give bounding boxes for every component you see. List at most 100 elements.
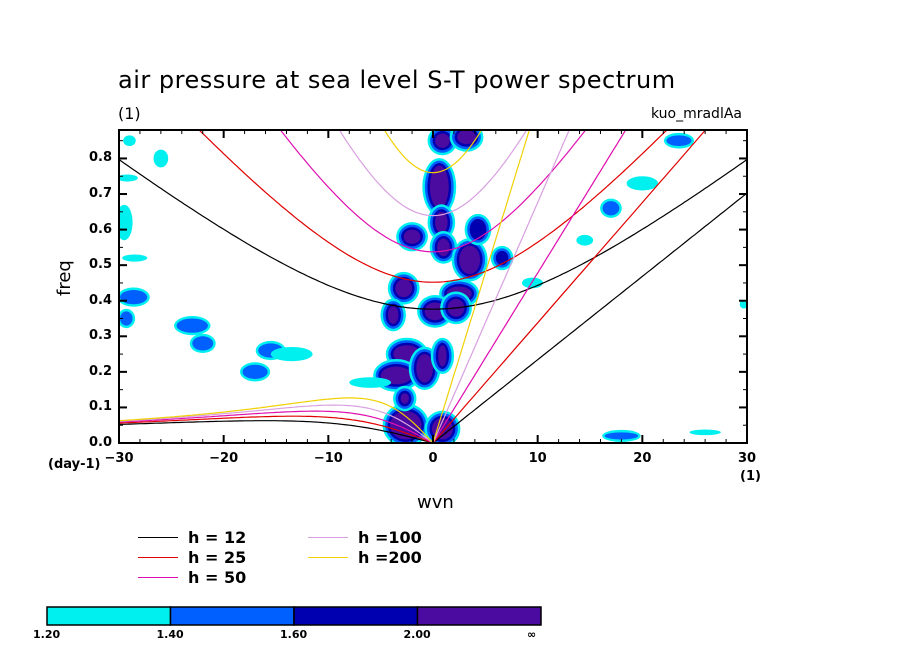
contour-blob [120, 311, 133, 326]
chart-subtitle: (1) [118, 104, 141, 123]
y-tick-label: 0.0 [88, 435, 112, 450]
legend-item: h = 50 [138, 568, 246, 587]
contour-blob [437, 238, 450, 257]
legend-label: h =100 [358, 528, 422, 547]
contour-blob [416, 354, 434, 383]
contour-blob [349, 377, 392, 388]
contour-blob [242, 364, 268, 379]
legend-label: h = 25 [188, 548, 247, 567]
contour-blob [626, 176, 659, 191]
x-tick-label: 30 [737, 451, 757, 466]
chart-title: air pressure at sea level S-T power spec… [118, 66, 676, 94]
contour-blob [689, 429, 721, 436]
legend-label: h =200 [358, 548, 422, 567]
contour-blob [400, 393, 409, 404]
y-axis-unit: (day-1) [48, 457, 101, 472]
dispersion-curve [119, 397, 434, 443]
x-tick-label: −20 [209, 451, 239, 466]
contour-blob [604, 432, 639, 440]
contour-blob [435, 211, 448, 234]
dispersion-curve [279, 130, 587, 253]
contour-blob [403, 229, 421, 244]
contour-blob [459, 245, 481, 275]
contour-blob [119, 204, 133, 241]
contour-blob [387, 306, 399, 324]
colorbar-label: 1.60 [280, 628, 308, 641]
contour-blob [429, 165, 449, 209]
colorbar-label: 1.20 [33, 628, 61, 641]
legend-label: h = 50 [188, 568, 247, 587]
legend-item: h = 25 [138, 548, 246, 567]
legend-swatch [308, 537, 348, 538]
contour-blob [123, 135, 136, 147]
dispersion-curve [432, 130, 530, 443]
contour-blob [576, 234, 594, 246]
dispersion-curve [432, 192, 747, 443]
dispersion-curve [432, 130, 570, 443]
contour-blob [380, 366, 413, 385]
legend-label: h = 12 [188, 528, 247, 547]
dispersion-curve [119, 404, 434, 443]
colorbar-segment [169, 606, 295, 626]
y-tick-label: 0.1 [88, 399, 112, 415]
y-tick-label: 0.2 [88, 363, 112, 379]
legend-item: h = 12 [138, 528, 246, 547]
dispersion-curve [432, 130, 707, 443]
y-tick-label: 0.6 [88, 221, 112, 237]
x-tick-label: 10 [528, 451, 547, 466]
y-tick-label: 0.8 [88, 150, 112, 166]
contour-blob [435, 133, 450, 148]
contour-blob [602, 201, 620, 216]
contour-blob [739, 300, 747, 309]
x-tick-label: 0 [428, 451, 438, 466]
dispersion-curve [198, 130, 668, 283]
contour-blob [469, 218, 487, 241]
dispersion-curve [119, 159, 747, 310]
y-tick-label: 0.4 [88, 292, 112, 308]
contour-blob [390, 410, 422, 440]
legend-item: h =200 [308, 548, 422, 567]
contour-blob [521, 277, 543, 289]
dispersion-curve [119, 415, 434, 443]
legend-swatch [138, 537, 178, 538]
contour-blob [192, 336, 214, 351]
y-axis-label: freq [54, 260, 75, 296]
legend-swatch [138, 557, 178, 558]
colorbar-label: ∞ [527, 628, 537, 641]
x-tick-label: 20 [633, 451, 652, 466]
colorbar-label: 2.00 [403, 628, 431, 641]
colorbar [46, 606, 542, 626]
colorbar-label: 1.40 [156, 628, 184, 641]
contour-fills [119, 130, 747, 443]
colorbar-segment [416, 606, 542, 626]
dispersion-curve [119, 420, 434, 443]
y-tick-label: 0.3 [88, 328, 112, 344]
contour-blob [666, 135, 692, 147]
y-tick-label: 0.7 [88, 186, 112, 202]
dispersion-curve [383, 130, 483, 174]
contour-blob [153, 149, 169, 168]
legend-swatch [138, 577, 178, 578]
contour-blob [119, 174, 138, 182]
contour-blob [120, 290, 148, 305]
contour-blob [457, 130, 476, 145]
dispersion-curve [338, 130, 528, 217]
dispersion-curves [119, 130, 747, 443]
colorbar-segment [293, 606, 419, 626]
dispersion-curve [432, 130, 627, 443]
dispersion-curve [119, 410, 434, 443]
x-axis-unit: (1) [740, 469, 761, 484]
legend-swatch [308, 557, 348, 558]
axis-ticks [118, 130, 748, 444]
run-name: kuo_mradlAa [650, 106, 742, 122]
contour-blob [270, 346, 313, 362]
x-tick-label: −30 [104, 451, 134, 466]
x-axis-label: wvn [417, 492, 454, 513]
contour-blob [438, 345, 447, 367]
contour-blob [122, 254, 148, 262]
x-tick-label: −10 [313, 451, 343, 466]
legend-item: h =100 [308, 528, 422, 547]
contour-blob [176, 318, 208, 333]
contour-blob [395, 279, 413, 298]
